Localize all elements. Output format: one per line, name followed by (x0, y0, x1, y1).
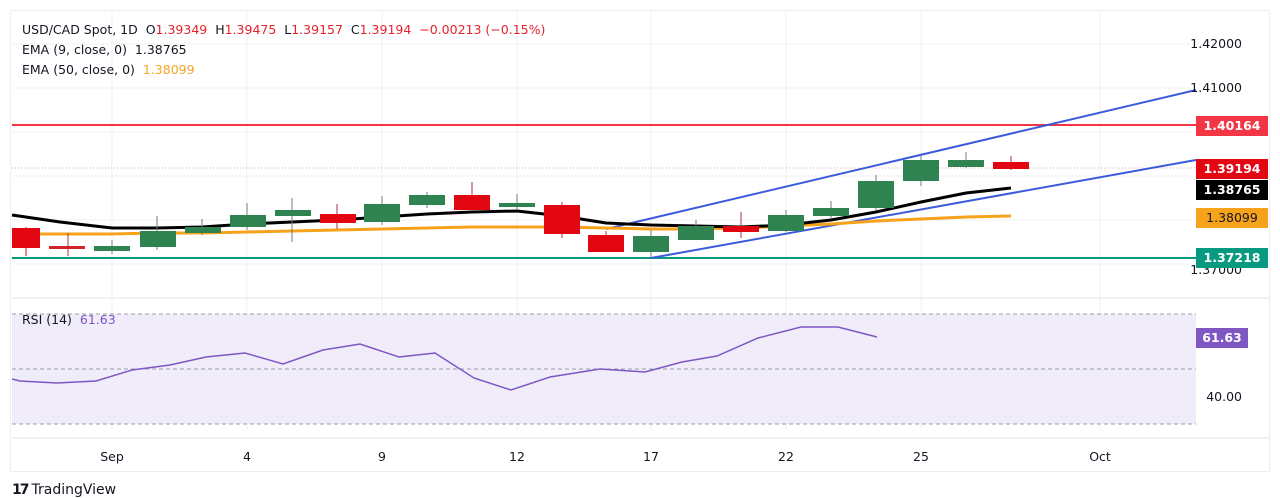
ema9-tag: 1.38765 (1196, 180, 1268, 200)
candle[interactable] (409, 192, 445, 208)
channel-upper-line[interactable] (605, 89, 1197, 230)
candle[interactable] (454, 182, 490, 211)
candle[interactable] (12, 227, 40, 256)
chart-legend: USD/CAD Spot, 1D O1.39349 H1.39475 L1.39… (22, 20, 545, 80)
time-label-sep: Sep (100, 449, 124, 464)
close-label: C (350, 22, 360, 37)
candle[interactable] (588, 231, 624, 252)
candle[interactable] (499, 194, 535, 210)
low-label: L (284, 22, 292, 37)
channel-lower-line[interactable] (650, 159, 1197, 259)
candle[interactable] (813, 201, 849, 218)
time-label-25: 25 (913, 449, 929, 464)
rsi-tick-40: 40.00 (1206, 389, 1242, 404)
time-label-22: 22 (778, 449, 794, 464)
support-tag: 1.37218 (1196, 248, 1268, 268)
time-label-oct: Oct (1089, 449, 1111, 464)
candle[interactable] (275, 198, 311, 242)
candle[interactable] (320, 204, 356, 229)
chart-frame (10, 10, 1270, 472)
candle[interactable] (230, 203, 266, 230)
candle[interactable] (903, 155, 939, 186)
high-label: H (215, 22, 225, 37)
candle[interactable] (185, 219, 221, 235)
candle[interactable] (678, 220, 714, 240)
rsi-pane[interactable] (11, 313, 1196, 425)
ema9-label: EMA (9, close, 0) (22, 42, 127, 57)
rsi-line[interactable] (11, 326, 878, 391)
tradingview-logo[interactable]: 17 TradingView (12, 482, 116, 498)
open-label: O (145, 22, 156, 37)
candle[interactable] (94, 240, 130, 254)
candle[interactable] (768, 210, 804, 232)
candle[interactable] (364, 196, 400, 225)
rsi-legend[interactable]: RSI (14) 61.63 (22, 312, 116, 327)
symbol-label[interactable]: USD/CAD Spot, 1D (22, 22, 138, 37)
close-value: 1.39194 (359, 22, 412, 37)
ema50-label: EMA (50, close, 0) (22, 62, 135, 77)
open-value: 1.39349 (155, 22, 208, 37)
tradingview-logo-text: TradingView (31, 482, 117, 498)
last-price-tag: 1.39194 (1196, 159, 1268, 179)
candle[interactable] (723, 212, 759, 238)
low-value: 1.39157 (291, 22, 343, 37)
rsi-value: 61.63 (79, 312, 116, 327)
high-value: 1.39475 (224, 22, 277, 37)
ohlc-row: USD/CAD Spot, 1D O1.39349 H1.39475 L1.39… (22, 20, 545, 40)
change-value: −0.00213 (−0.15%) (419, 22, 546, 37)
candle[interactable] (633, 230, 669, 258)
rsi-value-tag: 61.63 (1196, 328, 1248, 348)
candle[interactable] (140, 216, 176, 250)
ema50-tag: 1.38099 (1196, 208, 1268, 228)
time-label-9: 9 (378, 449, 386, 464)
price-tick-2: 1.41000 (1190, 80, 1242, 95)
rsi-label: RSI (14) (22, 312, 72, 327)
ema50-value: 1.38099 (142, 62, 195, 77)
candle[interactable] (49, 233, 85, 256)
tradingview-logo-icon: 17 (12, 482, 30, 498)
resistance-tag: 1.40164 (1196, 116, 1268, 136)
time-label-12: 12 (509, 449, 525, 464)
candle[interactable] (544, 202, 580, 238)
candle-last[interactable] (993, 156, 1029, 170)
candle[interactable] (858, 175, 894, 210)
candle[interactable] (948, 152, 984, 168)
candles[interactable] (12, 152, 1029, 258)
time-label-4: 4 (243, 449, 251, 464)
ema9-value: 1.38765 (134, 42, 187, 57)
time-label-17: 17 (643, 449, 659, 464)
ema9-legend-row[interactable]: EMA (9, close, 0) 1.38765 (22, 40, 545, 60)
price-tick-1: 1.42000 (1190, 36, 1242, 51)
ema50-legend-row[interactable]: EMA (50, close, 0) 1.38099 (22, 60, 545, 80)
